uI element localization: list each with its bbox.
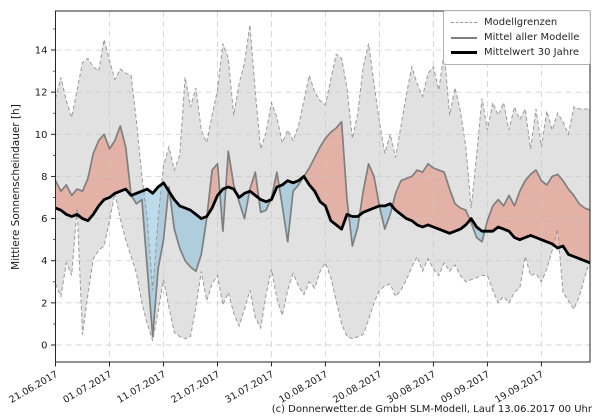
y-tick-label: 2 — [41, 298, 47, 309]
y-tick-label: 14 — [35, 46, 48, 57]
x-tick-label: 19.09.2017 — [493, 369, 546, 406]
copyright-footer: (c) Donnerwetter.de GmbH SLM-Modell, Lau… — [271, 404, 592, 415]
x-tick-label: 21.06.2017 — [7, 369, 60, 406]
x-tick-label: 01.07.2017 — [61, 369, 114, 406]
legend-label: Mittel aller Modelle — [484, 32, 580, 43]
y-tick-label: 4 — [41, 256, 47, 267]
legend-item-mittelwert-30-jahre: Mittelwert 30 Jahre — [451, 45, 583, 60]
x-tick-label: 09.09.2017 — [439, 369, 492, 406]
30y-mean-line — [54, 175, 591, 265]
legend-item-mittel-aller-modelle: Mittel aller Modelle — [451, 30, 583, 45]
above-normal-fill — [55, 121, 590, 263]
y-axis-label: Mittlere Sonnenscheindauer [h] — [10, 104, 22, 270]
legend: Modellgrenzen Mittel aller Modelle Mitte… — [443, 10, 591, 65]
x-axis: 21.06.2017 01.07.2017 11.07.2017 21.07.2017… — [7, 362, 546, 406]
gray-line-swatch — [451, 36, 477, 39]
plot-border — [55, 10, 591, 363]
y-axis: 0 2 4 6 8 10 12 14 — [35, 28, 56, 352]
x-tick-label: 11.07.2017 — [115, 369, 168, 406]
dashed-line-swatch — [451, 22, 477, 23]
y-tick-label: 10 — [35, 130, 48, 141]
x-tick-label: 31.07.2017 — [223, 369, 276, 406]
lower-bound-line — [55, 193, 591, 341]
below-normal-fill — [55, 176, 590, 337]
legend-item-modellgrenzen: Modellgrenzen — [451, 15, 583, 30]
x-tick-label: 21.07.2017 — [169, 369, 222, 406]
black-line-swatch — [451, 51, 477, 54]
legend-label: Mittelwert 30 Jahre — [484, 47, 580, 58]
y-tick-label: 0 — [41, 341, 47, 352]
x-tick-label: 10.08.2017 — [277, 369, 330, 406]
y-tick-label: 8 — [41, 172, 47, 183]
x-tick-label: 20.08.2017 — [331, 369, 384, 406]
model-mean-line — [54, 120, 591, 338]
legend-label: Modellgrenzen — [484, 17, 558, 28]
y-tick-label: 12 — [35, 88, 48, 99]
y-tick-label: 6 — [41, 214, 47, 225]
x-tick-label: 30.08.2017 — [385, 369, 438, 406]
